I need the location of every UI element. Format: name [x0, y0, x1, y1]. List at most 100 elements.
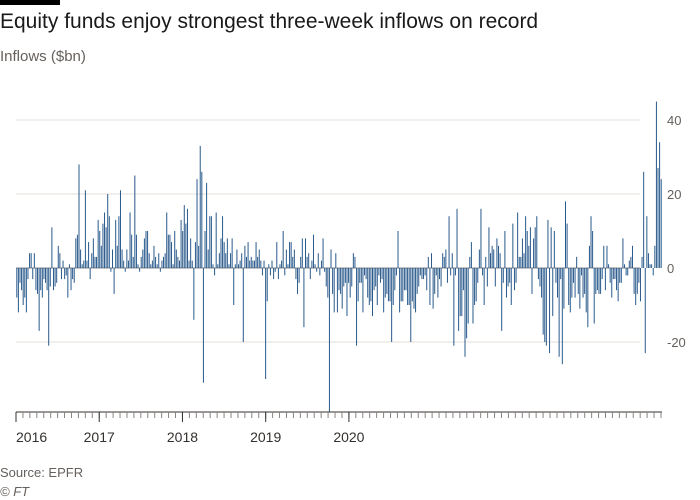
bar — [159, 268, 161, 272]
bar — [137, 264, 139, 268]
bar — [322, 238, 324, 268]
bar — [560, 268, 562, 280]
bar — [284, 268, 286, 276]
bar — [585, 268, 587, 313]
bar — [156, 264, 158, 268]
bar — [177, 256, 179, 268]
bar — [399, 268, 401, 313]
bar — [293, 249, 295, 268]
bar — [423, 268, 425, 280]
bar — [381, 268, 383, 280]
bar — [113, 268, 115, 294]
bar — [635, 268, 637, 305]
bar — [48, 268, 50, 346]
bar — [431, 253, 433, 268]
bar — [274, 268, 276, 272]
bar — [19, 268, 21, 283]
bar — [327, 268, 329, 298]
bar — [37, 268, 39, 294]
bar — [108, 216, 110, 268]
bar — [438, 268, 440, 280]
bar — [657, 168, 659, 268]
bar — [38, 268, 40, 331]
bar — [505, 268, 507, 298]
bar — [194, 242, 196, 268]
bar — [292, 256, 294, 268]
bar — [319, 268, 321, 276]
bar — [68, 264, 70, 268]
bar — [608, 264, 610, 268]
bar — [558, 268, 560, 357]
bar — [360, 268, 362, 283]
bar — [255, 242, 257, 268]
bar — [606, 245, 608, 268]
bar — [330, 249, 332, 268]
bar — [241, 253, 243, 268]
bar — [305, 238, 306, 268]
y-axis: 40 20 0 -20 — [667, 113, 686, 350]
bar — [429, 268, 431, 305]
bar — [273, 268, 275, 280]
bar — [247, 242, 249, 268]
bar — [397, 231, 399, 268]
bar — [46, 268, 48, 291]
bar — [178, 260, 180, 268]
bar — [493, 249, 495, 268]
bar — [202, 268, 204, 383]
bar — [461, 268, 463, 317]
bar — [206, 182, 208, 268]
bar — [233, 268, 235, 305]
bar — [308, 253, 310, 268]
bar — [301, 238, 303, 268]
bar — [244, 245, 246, 268]
chart-subtitle: Inflows ($bn) — [0, 48, 86, 65]
bar — [400, 268, 402, 302]
bar — [612, 268, 614, 280]
bar — [142, 249, 144, 268]
bar — [332, 268, 334, 294]
bar — [290, 242, 292, 268]
bar — [419, 268, 421, 276]
bar — [209, 216, 211, 268]
bar — [521, 238, 523, 268]
bar — [368, 268, 370, 305]
bar — [440, 268, 442, 287]
bar — [580, 268, 582, 276]
bar — [384, 268, 386, 298]
bar — [287, 264, 289, 268]
bar — [340, 268, 342, 294]
bar — [193, 268, 195, 320]
bar — [65, 268, 67, 276]
bar — [660, 179, 662, 268]
bar — [526, 231, 528, 268]
bar — [97, 219, 99, 268]
bar — [434, 268, 436, 294]
bar — [525, 216, 527, 268]
bar — [151, 260, 153, 268]
bar — [155, 256, 157, 268]
bar — [238, 264, 240, 268]
bar — [295, 268, 297, 280]
bar — [124, 268, 126, 272]
bar — [220, 238, 222, 268]
bar — [475, 268, 477, 302]
bar — [166, 212, 168, 268]
bar — [659, 142, 661, 268]
bar — [161, 260, 163, 268]
bar — [217, 264, 219, 268]
bar — [534, 227, 536, 268]
x-tick-label: 2016 — [16, 429, 47, 445]
bar — [655, 101, 657, 268]
bar — [555, 268, 557, 283]
bar-series — [16, 101, 662, 413]
bar — [231, 238, 233, 268]
bar — [89, 268, 91, 280]
bar — [131, 234, 133, 268]
bar — [571, 268, 573, 298]
bar — [169, 234, 171, 268]
bar — [427, 256, 429, 268]
bar — [467, 268, 469, 324]
bar — [574, 268, 576, 298]
bar — [593, 268, 595, 324]
bar — [652, 268, 654, 276]
